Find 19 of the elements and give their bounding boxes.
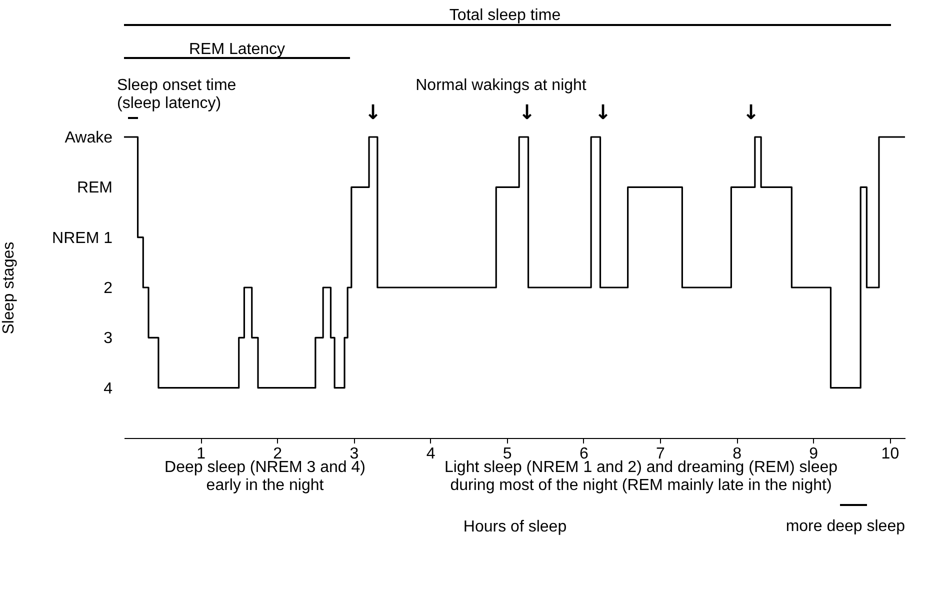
y-tick-label: 3 xyxy=(104,330,113,348)
y-tick-label: 2 xyxy=(104,280,113,297)
text: Sleep onset time (sleep latency) xyxy=(117,77,236,112)
text: Total sleep time xyxy=(449,7,561,24)
text: ↓ xyxy=(742,100,760,124)
y-tick-label: Awake xyxy=(64,130,113,146)
y-tick-label: 4 xyxy=(104,380,113,398)
text: ↓ xyxy=(594,100,612,124)
text: REM Latency xyxy=(188,41,286,58)
text: more deep sleep xyxy=(786,518,906,535)
x-tick-label: 10 xyxy=(881,446,900,462)
x-axis-title: Hours of sleep xyxy=(463,518,567,536)
y-axis-title: Sleep stages xyxy=(0,242,18,334)
text: Normal wakings at night xyxy=(416,77,587,94)
text: ↓ xyxy=(518,100,536,124)
y-tick-label: NREM 1 xyxy=(52,230,113,247)
y-tick-label: REM xyxy=(76,180,112,197)
x-tick-label: 4 xyxy=(426,446,436,462)
text: ↓ xyxy=(364,100,382,124)
